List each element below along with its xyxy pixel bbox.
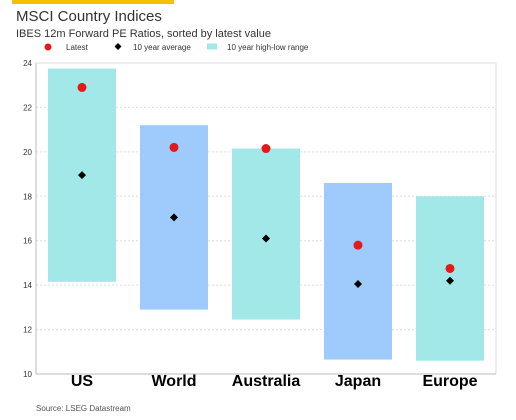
latest-marker-world	[169, 142, 179, 152]
latest-marker-japan	[353, 240, 363, 250]
latest-marker-europe	[445, 263, 455, 273]
legend-average-marker	[114, 43, 122, 50]
chart-title: MSCI Country Indices	[16, 8, 162, 25]
x-category-label: US	[71, 373, 94, 390]
y-tick-label: 20	[23, 148, 32, 157]
x-category-label: Australia	[232, 373, 301, 390]
accent-bar	[12, 0, 174, 4]
x-category-label: Europe	[422, 373, 477, 390]
y-tick-label: 16	[23, 237, 32, 246]
legend-range-label: 10 year high-low range	[227, 43, 309, 52]
average-marker-australia	[262, 234, 270, 243]
legend-latest-label: Latest	[66, 43, 89, 52]
y-tick-label: 10	[23, 370, 32, 379]
range-bar-japan	[324, 182, 392, 360]
chart-subtitle: IBES 12m Forward PE Ratios, sorted by la…	[16, 28, 271, 40]
y-tick-label: 18	[23, 192, 32, 201]
y-tick-label: 22	[23, 103, 32, 112]
legend-range-marker	[207, 43, 217, 50]
latest-marker-us	[77, 82, 87, 92]
x-category-label: Japan	[335, 373, 381, 390]
x-category-label: World	[151, 373, 196, 390]
legend-average-label: 10 year average	[133, 43, 191, 52]
average-marker-japan	[354, 280, 362, 289]
y-tick-label: 24	[23, 59, 32, 68]
average-marker-europe	[446, 276, 454, 285]
y-tick-label: 12	[23, 326, 32, 335]
average-marker-world	[170, 213, 178, 222]
range-bar-australia	[232, 148, 300, 320]
legend-latest-marker	[44, 43, 52, 51]
latest-marker-australia	[261, 144, 271, 154]
source-note: Source: LSEG Datastream	[36, 404, 131, 413]
average-marker-us	[78, 171, 86, 180]
y-tick-label: 14	[23, 281, 32, 290]
